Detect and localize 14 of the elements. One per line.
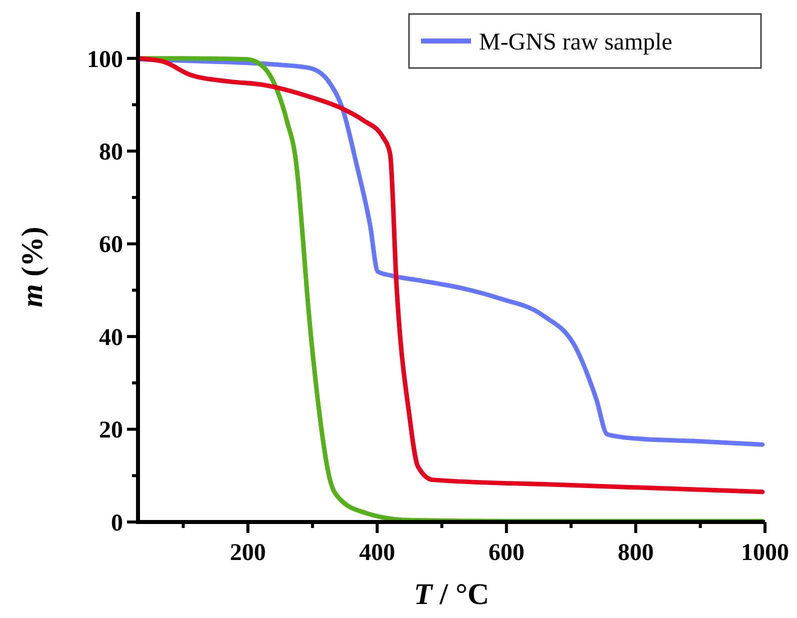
x-tick-label: 400 bbox=[359, 540, 396, 566]
x-tick-label: 800 bbox=[618, 540, 654, 566]
y-tick-label: 60 bbox=[99, 232, 123, 258]
y-tick-label: 20 bbox=[99, 418, 123, 444]
y-axis-title: m (%) bbox=[16, 226, 49, 308]
y-tick-label: 40 bbox=[99, 324, 123, 351]
x-axis-title: T / °C bbox=[414, 578, 490, 611]
x-tick-label: 600 bbox=[488, 540, 524, 566]
y-tick-label: 100 bbox=[87, 46, 123, 73]
x-tick-label: 200 bbox=[230, 540, 266, 566]
x-tick-label: 1000 bbox=[741, 540, 789, 566]
y-tick-label: 0 bbox=[111, 510, 123, 536]
y-tick-label: 80 bbox=[99, 139, 123, 166]
legend-label: M-GNS raw sample bbox=[479, 29, 672, 56]
